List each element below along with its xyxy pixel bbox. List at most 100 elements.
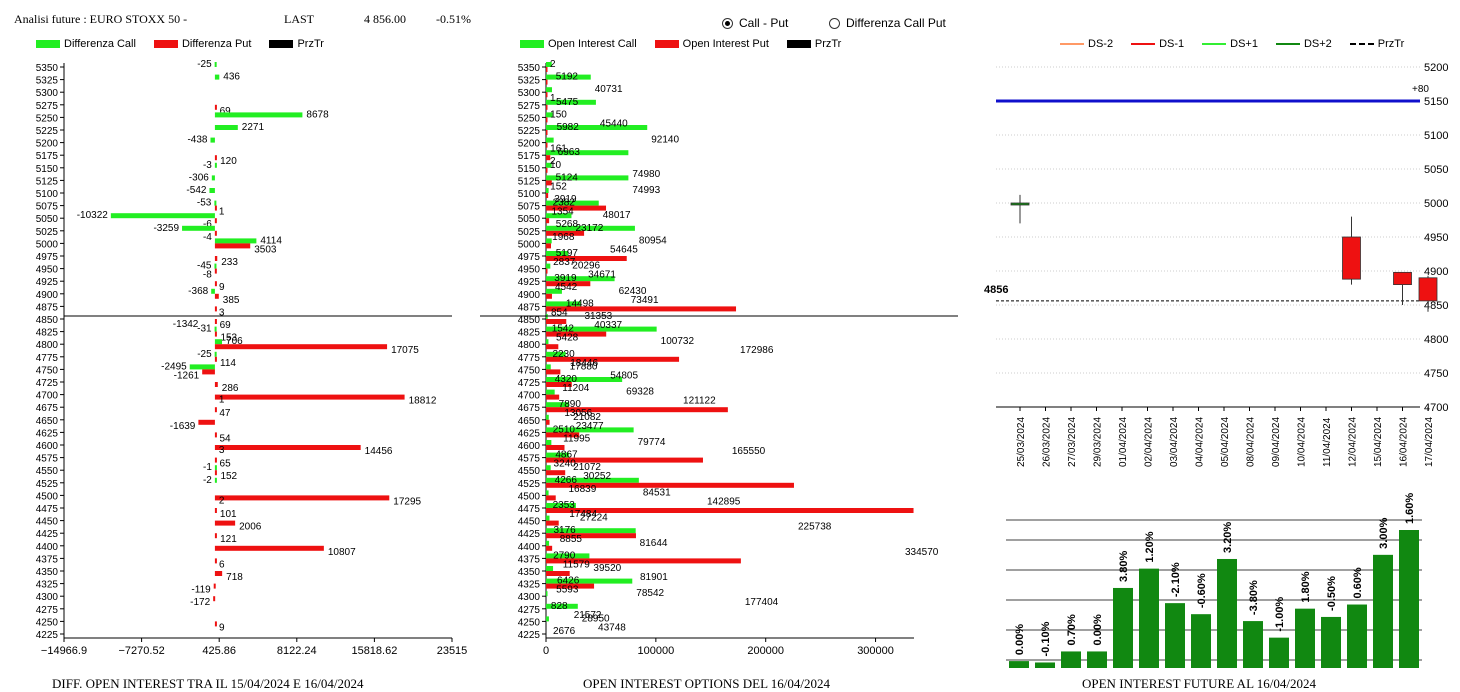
put-diff-label: -8: [203, 270, 212, 281]
open-interest-label: 23172: [575, 223, 603, 234]
open-interest-put-bar: [546, 520, 559, 526]
y-tick-label: 5175: [518, 151, 541, 162]
open-interest-label: 3919: [554, 194, 577, 205]
radio-unselected-icon: [829, 17, 840, 29]
open-interest-label: 34671: [588, 270, 616, 281]
open-interest-call-bar: [546, 326, 657, 332]
open-interest-label: 21082: [573, 412, 601, 423]
put-diff-label: 2006: [239, 522, 262, 533]
call-diff-bar: [210, 137, 215, 143]
put-diff-bar: [214, 545, 324, 551]
put-diff-label: 9: [219, 282, 225, 293]
radio-differenza[interactable]: Differenza Call Put: [829, 16, 946, 30]
put-diff-bar: [214, 344, 388, 350]
put-diff-bar: [214, 407, 217, 413]
put-diff-label: 65: [220, 459, 232, 470]
open-interest-label: 43748: [598, 622, 626, 633]
put-diff-label: 54: [219, 433, 231, 444]
open-interest-put-bar: [546, 369, 561, 375]
open-interest-call-bar: [546, 440, 552, 445]
legend-item: PrzTr: [269, 38, 324, 50]
open-interest-label: 81901: [640, 572, 668, 583]
y-tick-label: 4700: [36, 391, 59, 402]
legend-label: PrzTr: [1377, 38, 1405, 50]
open-interest-label: 6426: [557, 576, 580, 587]
open-interest-call-bar: [546, 225, 635, 231]
y-tick-label: 5200: [518, 139, 541, 150]
open-interest-call-bar: [546, 339, 549, 345]
candle-body: [1418, 277, 1438, 302]
open-interest-put-bar: [546, 256, 627, 261]
radio-selected-icon: [722, 17, 733, 29]
open-interest-call-bar: [546, 200, 599, 206]
radio-call-put[interactable]: Call - Put: [722, 16, 788, 30]
open-interest-call-bar: [546, 351, 566, 357]
put-diff-bar: [214, 457, 217, 463]
open-interest-put-bar: [546, 92, 548, 98]
x-date-label: 27/03/2024: [1067, 417, 1078, 467]
open-interest-label: 4542: [555, 282, 578, 293]
y-tick-label: 5025: [36, 227, 59, 238]
open-interest-label: 18446: [570, 358, 598, 369]
left-caption: DIFF. OPEN INTEREST TRA IL 15/04/2024 E …: [52, 676, 364, 691]
open-interest-put-bar: [546, 218, 550, 224]
future-oi-label: 3.80%: [1118, 551, 1130, 582]
put-diff-bar: [214, 470, 217, 476]
open-interest-label: 92140: [651, 135, 679, 146]
put-diff-label: 101: [220, 509, 237, 520]
open-interest-label: 74980: [632, 169, 660, 180]
y-tick-label: 4325: [518, 580, 541, 591]
open-interest-label: 225738: [798, 522, 832, 533]
radio-call-put-label: Call - Put: [739, 16, 789, 30]
open-interest-call-bar: [546, 62, 552, 67]
y-tick-label: 4850: [518, 315, 541, 326]
open-interest-label: 80954: [639, 235, 667, 246]
right-caption: OPEN INTEREST FUTURE AL 16/04/2024: [1082, 676, 1317, 691]
open-interest-label: 2510: [553, 424, 576, 435]
call-diff-bar: [182, 225, 215, 231]
open-interest-call-bar: [546, 238, 552, 244]
future-oi-label: 1.20%: [1144, 531, 1156, 562]
open-interest-label: 1968: [552, 232, 575, 243]
call-diff-label: -3: [203, 160, 212, 171]
open-interest-label: 2: [550, 59, 556, 70]
open-interest-call-bar: [546, 540, 550, 546]
open-interest-label: 81644: [640, 538, 668, 549]
open-interest-call-bar: [546, 364, 551, 370]
y-tick-label: 5125: [36, 176, 59, 187]
put-diff-bar: [202, 369, 215, 375]
y-tick-label: 4975: [518, 252, 541, 263]
put-diff-label: 286: [222, 383, 239, 394]
y-tick-label: 4650: [36, 416, 59, 427]
open-interest-put-bar: [546, 117, 548, 123]
legend-item: PrzTr: [1349, 38, 1405, 50]
x-tick-label: 8122.24: [277, 645, 317, 657]
call-diff-bar: [214, 62, 217, 67]
open-interest-call-bar: [546, 175, 629, 181]
put-diff-bar: [214, 621, 217, 627]
y-tick-label: 5100: [36, 189, 59, 200]
open-interest-put-bar: [546, 407, 728, 413]
call-diff-label: -45: [197, 261, 212, 272]
open-interest-label: 152: [550, 181, 567, 192]
legend-label: DS-2: [1088, 38, 1114, 50]
y-tick-label: 4350: [518, 567, 541, 578]
put-diff-bar: [214, 256, 218, 261]
open-interest-put-bar: [546, 419, 550, 425]
put-diff-label: 3503: [254, 244, 277, 255]
x-date-label: 02/04/2024: [1144, 417, 1155, 467]
legend-label: DS-1: [1159, 38, 1185, 50]
future-oi-bar: [1139, 568, 1159, 668]
open-interest-label: 48017: [603, 210, 631, 221]
y-tick-label: 5225: [36, 126, 59, 137]
y-tick-label: 5000: [518, 239, 541, 250]
y-tick-label: 5350: [518, 63, 541, 74]
put-diff-bar: [214, 243, 251, 249]
x-date-label: 10/04/2024: [1297, 417, 1308, 467]
x-tick-label: −7270.52: [119, 645, 165, 657]
y-tick-label: 5325: [518, 76, 541, 87]
y-tick-label: 4900: [1424, 266, 1448, 278]
open-interest-label: 2230: [552, 349, 575, 360]
open-interest-label: 828: [551, 601, 568, 612]
put-diff-bar: [214, 331, 217, 337]
